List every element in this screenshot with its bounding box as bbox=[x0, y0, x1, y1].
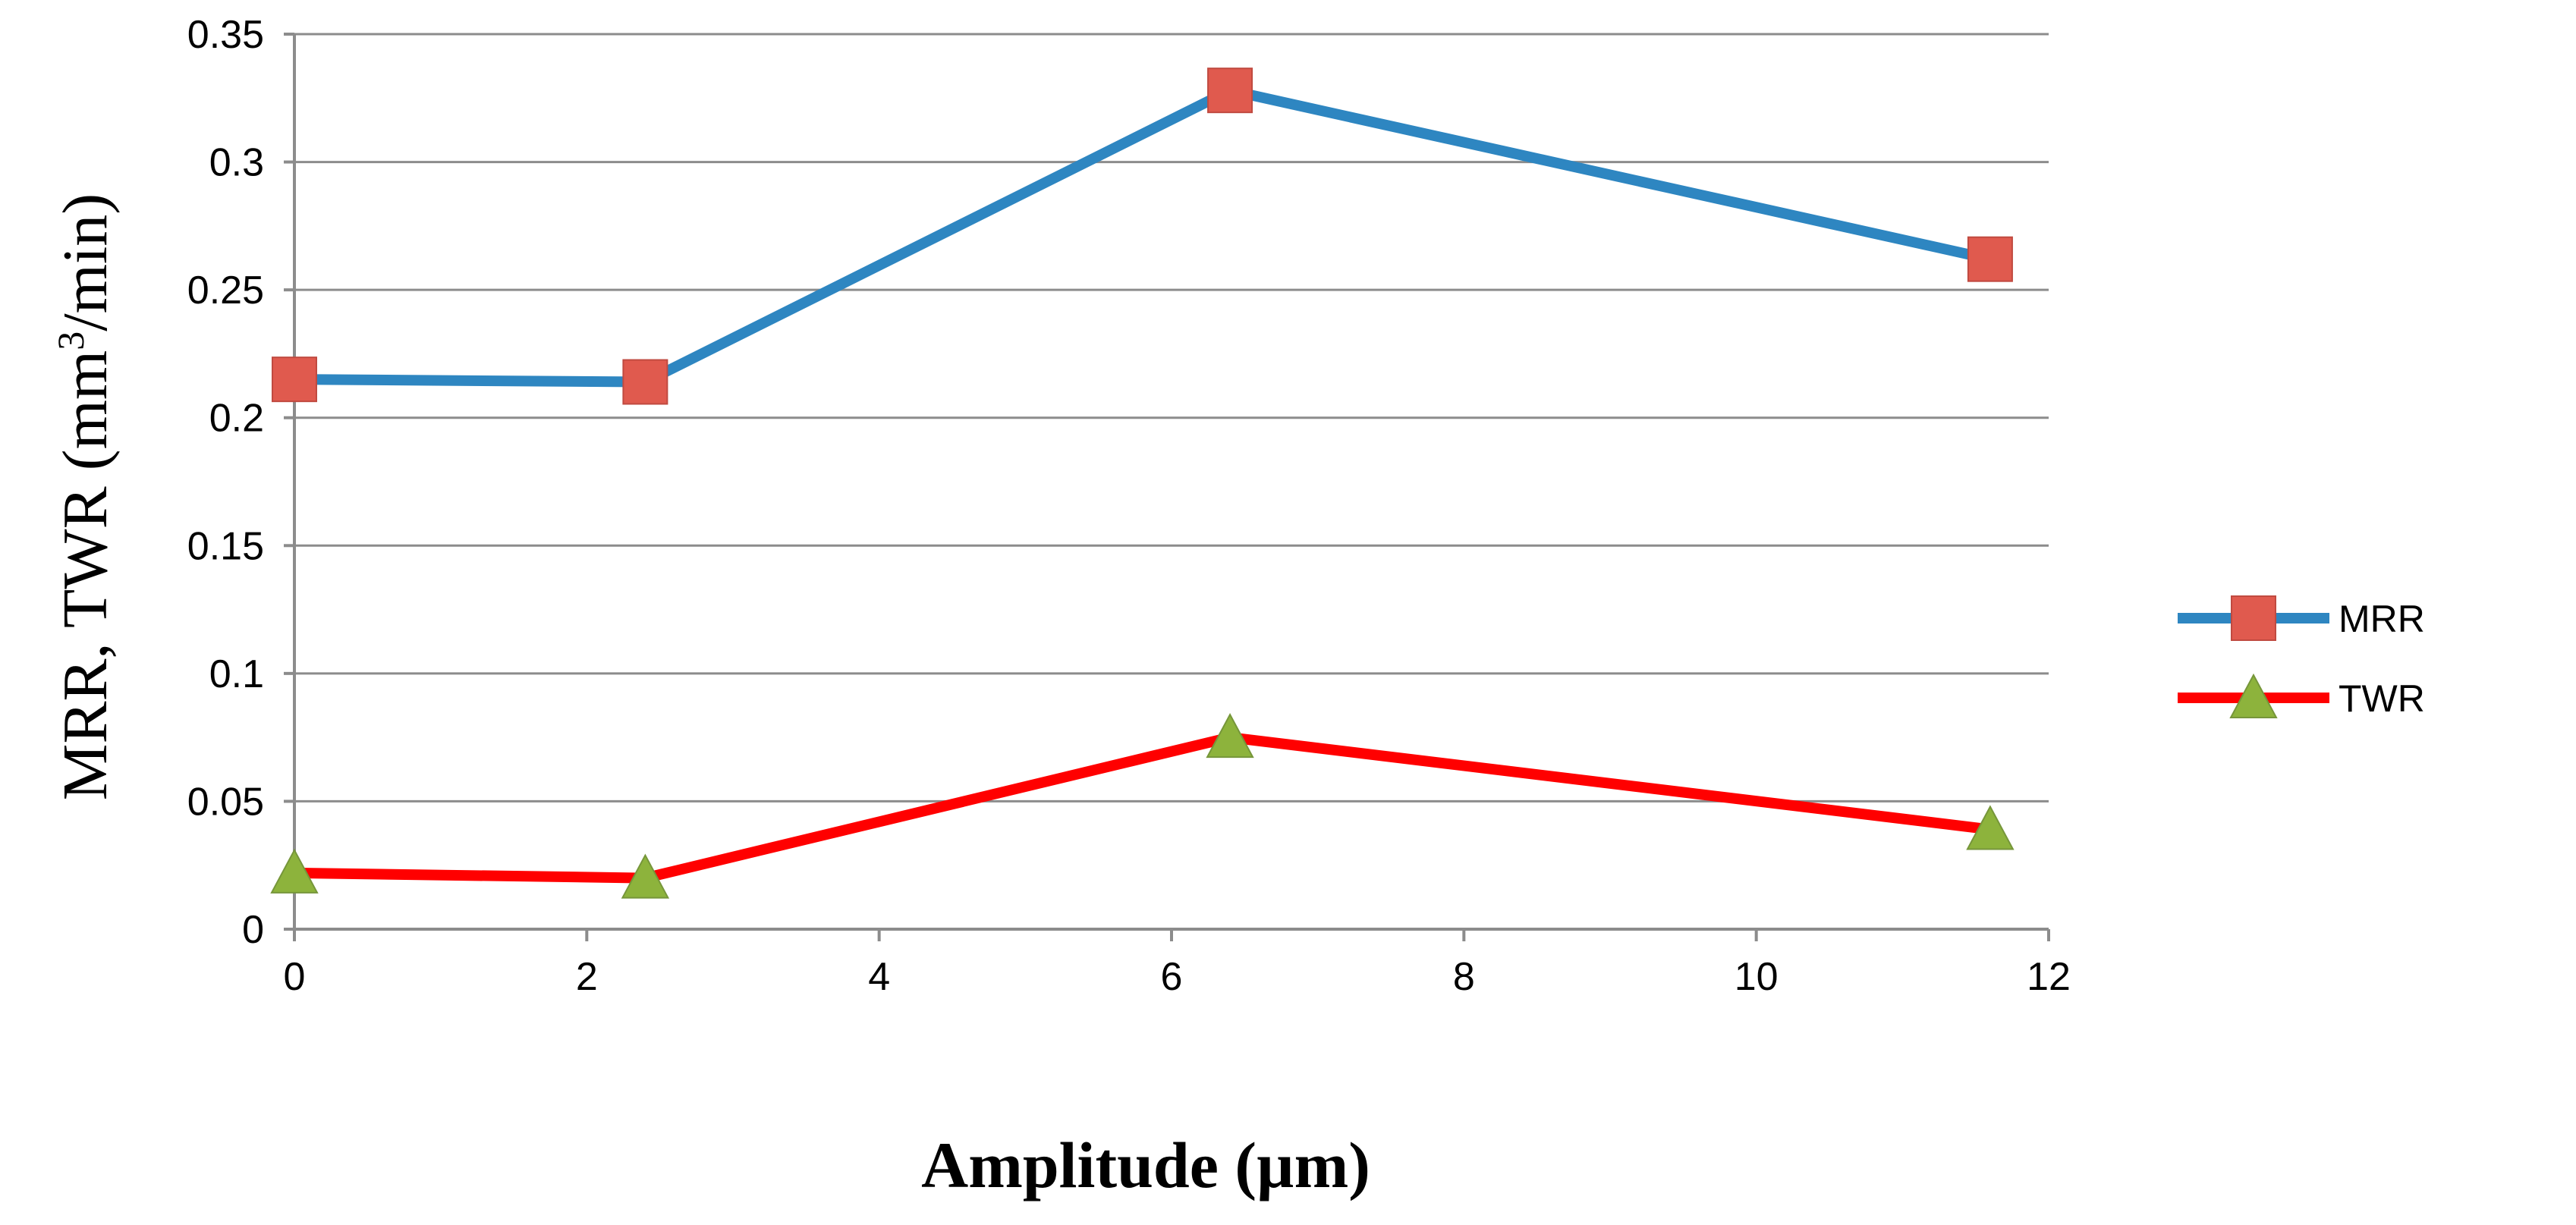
x-axis-label: Amplitude (µm) bbox=[921, 1129, 1370, 1201]
y-tick-label: 0.15 bbox=[187, 524, 264, 568]
mrr-point bbox=[622, 359, 668, 405]
y-tick-label: 0.2 bbox=[209, 397, 264, 441]
twr-line bbox=[289, 732, 1996, 884]
y-axis-label: MRR, TWR (mm3/min) bbox=[49, 193, 121, 801]
twr-point bbox=[1206, 713, 1254, 759]
mrr-point bbox=[1967, 236, 2013, 282]
y-tick-label: 0.3 bbox=[209, 141, 264, 185]
twr-point bbox=[621, 853, 670, 899]
series-lines bbox=[289, 85, 1996, 884]
x-tick-labels: 0 2 4 6 8 10 12 bbox=[284, 955, 2071, 999]
twr-point bbox=[270, 848, 319, 894]
x-tick-label: 2 bbox=[576, 955, 598, 999]
gridlines bbox=[294, 33, 2049, 803]
y-tick-label: 0.35 bbox=[187, 13, 264, 57]
twr-point bbox=[1966, 805, 2015, 850]
y-tick-labels: 0 0.05 0.1 0.15 0.2 0.25 0.3 0.35 bbox=[187, 13, 264, 952]
y-tick-label: 0.05 bbox=[187, 780, 264, 824]
series-markers bbox=[270, 68, 2015, 899]
y-tick-label: 0.25 bbox=[187, 269, 264, 313]
y-axis-label-superscript: 3 bbox=[49, 331, 92, 350]
legend-mrr-marker bbox=[2231, 595, 2276, 641]
y-axis-label-prefix: MRR, TWR (mm bbox=[50, 350, 121, 801]
x-tick-label: 4 bbox=[868, 955, 890, 999]
mrr-point bbox=[272, 357, 317, 403]
x-tick-label: 12 bbox=[2027, 955, 2071, 999]
legend: MRR TWR bbox=[2178, 595, 2425, 720]
y-tick-label: 0.1 bbox=[209, 652, 264, 696]
y-tick-label: 0 bbox=[242, 908, 264, 952]
x-tick-label: 6 bbox=[1161, 955, 1183, 999]
mrr-point bbox=[1207, 68, 1253, 114]
axes bbox=[284, 33, 2050, 941]
x-tick-label: 8 bbox=[1453, 955, 1475, 999]
mrr-line bbox=[289, 85, 1996, 388]
legend-twr-label: TWR bbox=[2339, 677, 2425, 720]
x-tick-label: 10 bbox=[1735, 955, 1779, 999]
x-tick-label: 0 bbox=[284, 955, 306, 999]
legend-mrr-label: MRR bbox=[2339, 598, 2425, 640]
y-axis-label-suffix: /min) bbox=[50, 193, 121, 331]
legend-twr-marker bbox=[2229, 673, 2278, 718]
